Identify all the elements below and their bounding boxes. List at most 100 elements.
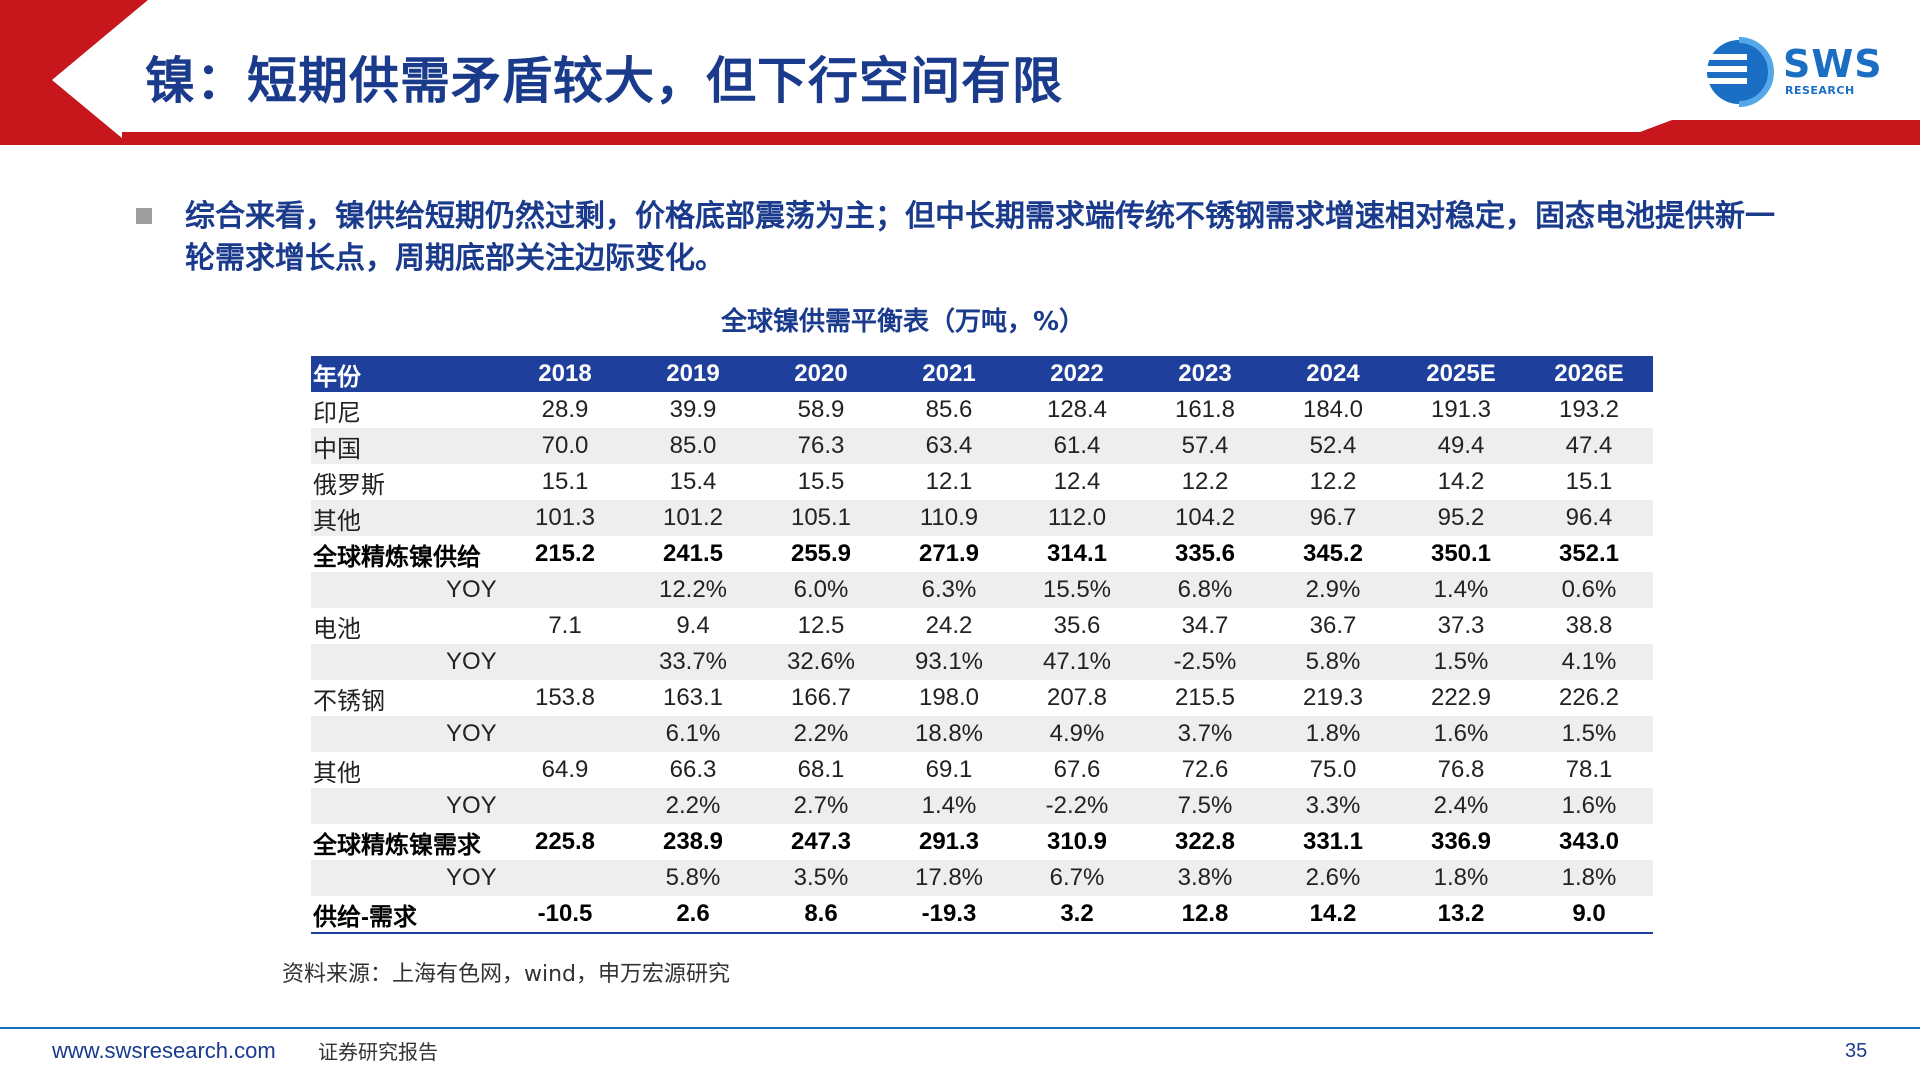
footer-divider: [0, 1027, 1920, 1029]
table-cell: 68.1: [757, 752, 885, 788]
page-number: 35: [1845, 1040, 1868, 1062]
table-cell: 101.3: [501, 500, 629, 536]
table-cell: 105.1: [757, 500, 885, 536]
table-cell: 9.0: [1525, 896, 1653, 934]
row-label: YOY: [311, 644, 501, 680]
table-cell: 3.2: [1013, 896, 1141, 934]
table-cell: 3.7%: [1141, 716, 1269, 752]
table-cell: 271.9: [885, 536, 1013, 572]
table-cell: 12.8: [1141, 896, 1269, 934]
table-cell: [501, 788, 629, 824]
nickel-balance-table: 年份 2018 2019 2020 2021 2022 2023 2024 2025E 2026E…: [311, 356, 1653, 934]
table-cell: 6.1%: [629, 716, 757, 752]
table-cell: 28.9: [501, 392, 629, 428]
table-cell: 247.3: [757, 824, 885, 860]
table-cell: 17.8%: [885, 860, 1013, 896]
table-cell: 219.3: [1269, 680, 1397, 716]
table-cell: 47.4: [1525, 428, 1653, 464]
table-cell: 2.9%: [1269, 572, 1397, 608]
table-cell: 47.1%: [1013, 644, 1141, 680]
table-cell: 13.2: [1397, 896, 1525, 934]
header-cell-year: 2019: [629, 356, 757, 392]
table-cell: 14.2: [1397, 464, 1525, 500]
table-cell: 66.3: [629, 752, 757, 788]
table-cell: 3.5%: [757, 860, 885, 896]
table-cell: 3.3%: [1269, 788, 1397, 824]
header-cell-year: 2026E: [1525, 356, 1653, 392]
header-band: [0, 0, 1920, 145]
table-cell: 238.9: [629, 824, 757, 860]
table-cell: 1.6%: [1525, 788, 1653, 824]
table-cell: 2.6%: [1269, 860, 1397, 896]
table-cell: 75.0: [1269, 752, 1397, 788]
table-cell: 163.1: [629, 680, 757, 716]
footer-url[interactable]: www.swsresearch.com: [52, 1038, 276, 1063]
table-cell: 76.3: [757, 428, 885, 464]
table-cell: 215.5: [1141, 680, 1269, 716]
page-title: 镍：短期供需矛盾较大，但下行空间有限: [145, 52, 1063, 110]
header-cell-year: 2018: [501, 356, 629, 392]
table-cell: 70.0: [501, 428, 629, 464]
table-cell: 6.0%: [757, 572, 885, 608]
table-cell: 67.6: [1013, 752, 1141, 788]
table-cell: 38.8: [1525, 608, 1653, 644]
table-cell: 52.4: [1269, 428, 1397, 464]
table-cell: 153.8: [501, 680, 629, 716]
row-label: 其他: [311, 752, 501, 788]
table-cell: 1.8%: [1525, 860, 1653, 896]
header-cell-year: 2024: [1269, 356, 1397, 392]
row-label: 俄罗斯: [311, 464, 501, 500]
table-cell: 78.1: [1525, 752, 1653, 788]
table-cell: 12.4: [1013, 464, 1141, 500]
row-label: YOY: [311, 572, 501, 608]
table-cell: 12.2%: [629, 572, 757, 608]
table-cell: [501, 716, 629, 752]
table-cell: 101.2: [629, 500, 757, 536]
header-cell-year: 2021: [885, 356, 1013, 392]
table-cell: 241.5: [629, 536, 757, 572]
table-cell: 322.8: [1141, 824, 1269, 860]
table-cell: 15.5: [757, 464, 885, 500]
table-cell: 343.0: [1525, 824, 1653, 860]
table-cell: 215.2: [501, 536, 629, 572]
table-cell: 255.9: [757, 536, 885, 572]
table-cell: 110.9: [885, 500, 1013, 536]
row-label: 印尼: [311, 392, 501, 428]
table-row: 中国 70.0 85.0 76.3 63.4 61.4 57.4 52.4 49.4 47.4: [311, 428, 1653, 464]
table-cell: 15.5%: [1013, 572, 1141, 608]
table-row: 其他 101.3 101.2 105.1 110.9 112.0 104.2 96.7 95.2…: [311, 500, 1653, 536]
table-row: 全球精炼镍需求 225.8 238.9 247.3 291.3 310.9 322.8 331…: [311, 824, 1653, 860]
table-cell: 35.6: [1013, 608, 1141, 644]
table-row: 电池 7.1 9.4 12.5 24.2 35.6 34.7 36.7 37.3 38.8: [311, 608, 1653, 644]
table-cell: 3.8%: [1141, 860, 1269, 896]
table-row: YOY 33.7% 32.6% 93.1% 47.1% -2.5% 5.8% 1.5% 4.1%: [311, 644, 1653, 680]
table-cell: 8.6: [757, 896, 885, 934]
table-cell: 161.8: [1141, 392, 1269, 428]
table-cell: 34.7: [1141, 608, 1269, 644]
table-cell: 345.2: [1269, 536, 1397, 572]
table-cell: 14.2: [1269, 896, 1397, 934]
table-cell: [501, 860, 629, 896]
table-cell: 198.0: [885, 680, 1013, 716]
header-cell-year: 2022: [1013, 356, 1141, 392]
table-cell: 64.9: [501, 752, 629, 788]
table-cell: 93.1%: [885, 644, 1013, 680]
table-cell: 112.0: [1013, 500, 1141, 536]
source-note: 资料来源：上海有色网，wind，申万宏源研究: [282, 962, 731, 987]
header-cell-year: 2025E: [1397, 356, 1525, 392]
table-cell: 72.6: [1141, 752, 1269, 788]
table-cell: 2.2%: [757, 716, 885, 752]
row-label: YOY: [311, 716, 501, 752]
table-body: 印尼 28.9 39.9 58.9 85.6 128.4 161.8 184.0 191.3 19…: [311, 392, 1653, 934]
bullet-square-icon: [136, 208, 152, 224]
table-cell: -2.2%: [1013, 788, 1141, 824]
table-cell: 12.2: [1269, 464, 1397, 500]
table-row: 印尼 28.9 39.9 58.9 85.6 128.4 161.8 184.0 191.3 19…: [311, 392, 1653, 428]
summary-bullet: 综合来看，镍供给短期仍然过剩，价格底部震荡为主；但中长期需求端传统不锈钢需求增速…: [185, 196, 1885, 280]
table-row: YOY 12.2% 6.0% 6.3% 15.5% 6.8% 2.9% 1.4% 0.6%: [311, 572, 1653, 608]
table-cell: 96.7: [1269, 500, 1397, 536]
table-cell: 57.4: [1141, 428, 1269, 464]
table-cell: 5.8%: [629, 860, 757, 896]
table-cell: 9.4: [629, 608, 757, 644]
table-cell: 104.2: [1141, 500, 1269, 536]
